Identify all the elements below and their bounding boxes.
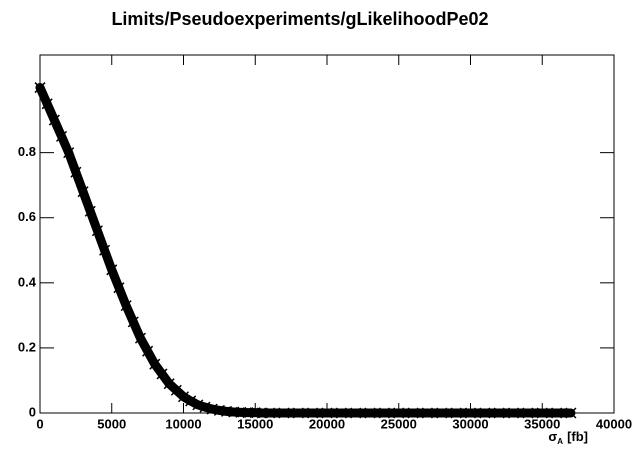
marker bbox=[99, 244, 111, 256]
marker bbox=[536, 407, 548, 419]
y-tick-label: 0.6 bbox=[18, 209, 36, 224]
marker bbox=[55, 130, 68, 142]
marker bbox=[113, 282, 125, 294]
y-tick-label: 0.2 bbox=[18, 339, 36, 354]
x-axis-label: σA [fb] bbox=[548, 429, 588, 446]
marker bbox=[278, 407, 290, 419]
marker bbox=[185, 395, 197, 407]
y-tick-label: 0 bbox=[29, 404, 36, 419]
marker bbox=[421, 407, 433, 419]
marker bbox=[199, 401, 211, 413]
x-tick-label: 15000 bbox=[237, 416, 273, 431]
marker bbox=[407, 407, 419, 419]
marker bbox=[378, 407, 390, 419]
marker bbox=[177, 391, 190, 403]
marker bbox=[464, 407, 477, 419]
plot-frame bbox=[39, 54, 615, 414]
x-axis-subscript: A bbox=[557, 437, 563, 446]
x-axis-unit: [fb] bbox=[567, 429, 588, 444]
marker bbox=[479, 407, 491, 419]
y-tick-label: 0.4 bbox=[18, 274, 37, 289]
marker bbox=[77, 186, 89, 198]
marker bbox=[307, 407, 319, 419]
y-tick-label: 0.8 bbox=[18, 144, 36, 159]
marker bbox=[335, 407, 347, 419]
x-tick-label: 5000 bbox=[97, 416, 126, 431]
marker bbox=[493, 407, 505, 419]
marker bbox=[292, 407, 304, 419]
marker bbox=[149, 358, 161, 370]
marker bbox=[450, 407, 462, 419]
chart-title: Limits/Pseudoexperiments/gLikelihoodPe02 bbox=[111, 9, 488, 29]
marker bbox=[192, 399, 204, 411]
marker bbox=[508, 407, 520, 419]
marker bbox=[565, 407, 577, 419]
marker bbox=[91, 225, 103, 237]
marker bbox=[106, 264, 118, 276]
marker bbox=[522, 407, 534, 419]
marker bbox=[120, 300, 132, 312]
x-axis-symbol: σ bbox=[548, 429, 557, 444]
marker bbox=[436, 407, 448, 419]
marker bbox=[156, 368, 168, 380]
marker bbox=[84, 205, 96, 217]
marker bbox=[134, 332, 146, 344]
x-tick-label: 20000 bbox=[309, 416, 345, 431]
marker bbox=[321, 407, 333, 419]
x-tick-label: 30000 bbox=[452, 416, 488, 431]
marker bbox=[364, 407, 376, 419]
x-tick-label: 10000 bbox=[165, 416, 201, 431]
data-band bbox=[35, 83, 576, 418]
marker bbox=[70, 166, 82, 178]
marker bbox=[34, 82, 46, 94]
marker bbox=[350, 407, 362, 419]
marker bbox=[41, 98, 53, 110]
x-tick-label: 0 bbox=[36, 416, 43, 431]
marker bbox=[127, 316, 139, 328]
marker bbox=[142, 345, 154, 357]
marker bbox=[551, 407, 563, 419]
x-tick-label: 35000 bbox=[524, 416, 560, 431]
marker bbox=[48, 114, 60, 126]
x-tick-label: 40000 bbox=[596, 416, 632, 431]
x-tick-label: 25000 bbox=[381, 416, 417, 431]
marker bbox=[63, 147, 75, 159]
marker bbox=[264, 407, 276, 419]
marker bbox=[393, 407, 405, 419]
